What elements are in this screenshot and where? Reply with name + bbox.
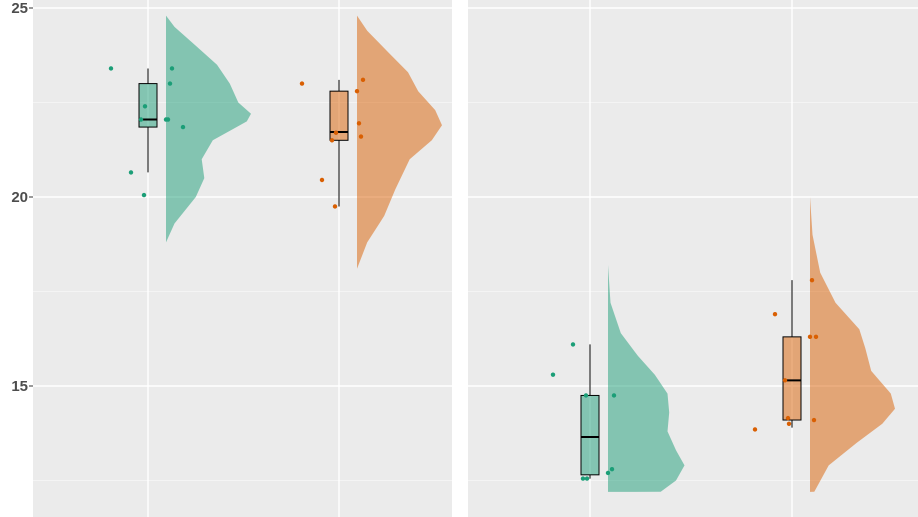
density-orange bbox=[810, 197, 895, 492]
group-orange bbox=[299, 15, 442, 269]
data-point bbox=[319, 177, 325, 183]
y-tick-label: 20 bbox=[11, 189, 28, 206]
box-green bbox=[138, 83, 158, 128]
box-orange bbox=[782, 336, 802, 421]
y-tick-label: 15 bbox=[11, 378, 28, 395]
data-point bbox=[611, 393, 617, 398]
data-point bbox=[333, 130, 339, 135]
data-point bbox=[299, 81, 305, 86]
density-orange bbox=[357, 15, 442, 269]
data-point bbox=[108, 66, 114, 71]
data-point bbox=[128, 170, 134, 175]
box-green bbox=[580, 394, 600, 476]
data-point bbox=[180, 124, 186, 130]
data-point bbox=[332, 204, 338, 209]
data-point bbox=[141, 192, 147, 198]
data-point bbox=[785, 415, 791, 421]
data-point bbox=[329, 138, 335, 143]
data-point bbox=[169, 66, 175, 71]
data-point bbox=[584, 476, 590, 481]
group-green bbox=[108, 15, 251, 243]
data-point bbox=[811, 417, 817, 423]
data-point bbox=[570, 342, 576, 347]
y-tick-label: 25 bbox=[11, 0, 28, 17]
data-point bbox=[782, 378, 788, 383]
left-panel bbox=[33, 0, 452, 517]
data-point bbox=[138, 117, 144, 122]
data-point bbox=[786, 421, 792, 426]
data-point bbox=[605, 470, 611, 476]
data-point bbox=[752, 427, 758, 432]
data-point bbox=[580, 476, 586, 481]
data-point bbox=[356, 121, 362, 126]
data-point bbox=[142, 104, 148, 109]
box-orange bbox=[329, 90, 349, 141]
data-point bbox=[809, 277, 815, 283]
density-green bbox=[166, 15, 251, 243]
y-axis: 15 20 25 bbox=[11, 0, 33, 395]
data-point bbox=[358, 134, 364, 139]
data-point bbox=[167, 81, 173, 86]
data-point bbox=[807, 334, 813, 340]
data-point bbox=[609, 466, 615, 472]
density-green bbox=[608, 265, 685, 492]
data-point bbox=[583, 393, 589, 398]
data-point bbox=[772, 311, 778, 317]
data-point bbox=[360, 77, 366, 83]
data-point bbox=[165, 117, 171, 122]
group-orange bbox=[752, 197, 895, 492]
group-green bbox=[550, 265, 685, 492]
data-point bbox=[354, 88, 360, 94]
right-panel bbox=[468, 0, 918, 517]
data-point bbox=[550, 372, 556, 377]
data-point bbox=[813, 334, 819, 340]
